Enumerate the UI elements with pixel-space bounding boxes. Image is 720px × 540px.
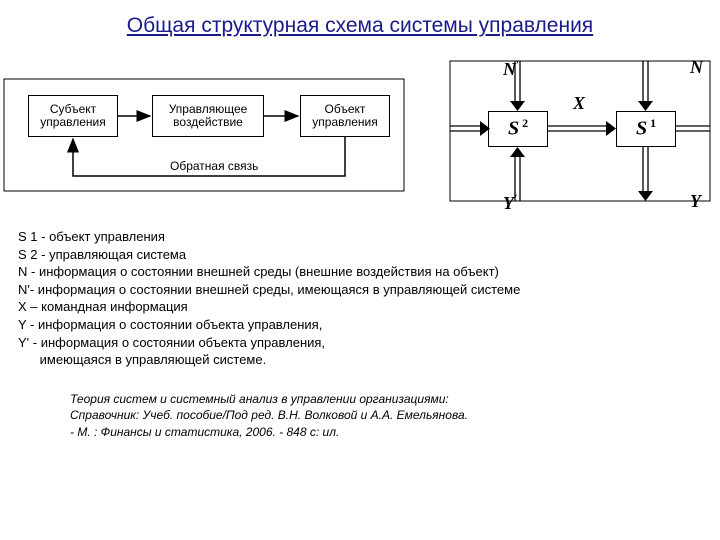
legend-n: N - информация о состоянии внешней среды… <box>18 263 700 281</box>
label-n-prime: N′ <box>503 57 519 80</box>
legend-np: N'- информация о состоянии внешней среды… <box>18 281 700 299</box>
label-n: N <box>690 57 703 78</box>
node-object: Объектуправления <box>300 95 390 137</box>
node-s2: S 2 <box>488 111 548 147</box>
node-s1: S 1 <box>616 111 676 147</box>
legend-yp2: имеющаяся в управляющей системе. <box>18 351 700 369</box>
citation: Теория систем и системный анализ в управ… <box>0 369 720 441</box>
citation-line3: - М. : Финансы и статистика, 2006. - 848… <box>70 424 680 441</box>
node-action-label: Управляющеевоздействие <box>169 103 248 131</box>
legend-s2: S 2 - управляющая система <box>18 246 700 264</box>
node-s2-label: S 2 <box>508 117 528 141</box>
page-title: Общая структурная схема системы управлен… <box>0 0 720 43</box>
node-subject: Субъектуправления <box>28 95 118 137</box>
label-y-prime: Y′ <box>503 191 517 214</box>
node-subject-label: Субъектуправления <box>40 103 105 131</box>
node-action: Управляющеевоздействие <box>152 95 264 137</box>
citation-line1: Теория систем и системный анализ в управ… <box>70 391 680 408</box>
citation-line2: Справочник: Учеб. пособие/Под ред. В.Н. … <box>70 407 680 424</box>
legend: S 1 - объект управления S 2 - управляюща… <box>0 218 720 368</box>
node-object-label: Объектуправления <box>312 103 377 131</box>
legend-x: X – командная информация <box>18 298 700 316</box>
diagram: Субъектуправления Управляющеевоздействие… <box>0 43 720 218</box>
legend-y: Y - информация о состоянии объекта управ… <box>18 316 700 334</box>
node-s1-label: S 1 <box>636 117 656 141</box>
legend-s1: S 1 - объект управления <box>18 228 700 246</box>
legend-yp: Y' - информация о состоянии объекта упра… <box>18 334 700 352</box>
label-feedback: Обратная связь <box>170 159 258 173</box>
label-x: X <box>573 93 585 114</box>
label-y: Y <box>690 191 701 212</box>
